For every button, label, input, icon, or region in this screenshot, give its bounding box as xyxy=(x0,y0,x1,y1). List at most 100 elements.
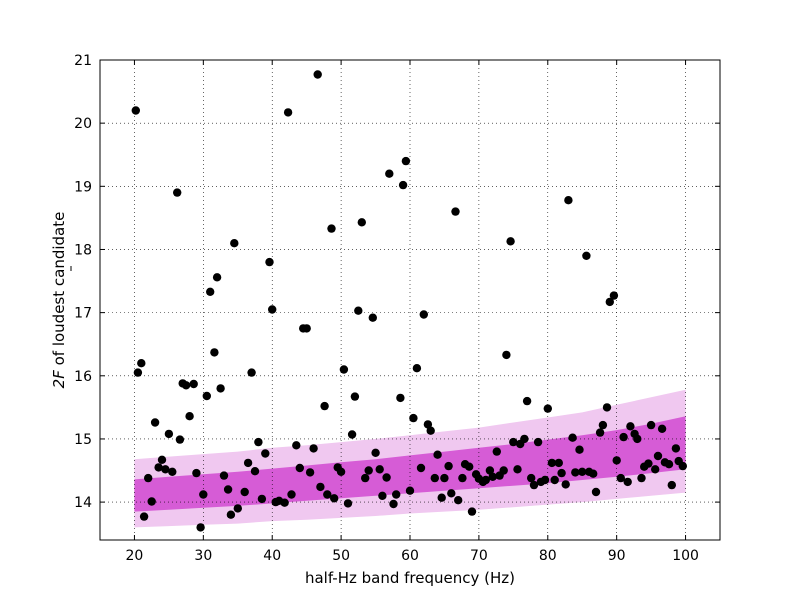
data-point xyxy=(619,432,628,442)
data-point xyxy=(409,413,418,423)
data-point xyxy=(268,305,277,314)
data-point xyxy=(147,497,156,506)
data-point xyxy=(189,379,198,389)
data-point xyxy=(230,239,239,248)
x-tick-label: 30 xyxy=(194,548,212,564)
data-point xyxy=(605,297,614,307)
data-point xyxy=(502,350,511,360)
data-point xyxy=(247,368,256,377)
data-point xyxy=(199,490,208,499)
data-point xyxy=(626,422,635,431)
data-point xyxy=(451,207,460,216)
data-point xyxy=(216,384,225,393)
data-point xyxy=(520,434,529,444)
data-point xyxy=(157,455,167,464)
data-point xyxy=(330,494,339,503)
data-point xyxy=(320,401,329,411)
data-point xyxy=(287,490,296,499)
data-point xyxy=(150,418,160,427)
y-tick-label: 18 xyxy=(74,242,92,258)
data-point xyxy=(313,70,322,79)
data-point xyxy=(430,473,439,483)
data-point xyxy=(646,420,656,430)
data-point xyxy=(575,445,584,454)
y-axis-label-symbol: 2F xyxy=(50,370,68,389)
data-point xyxy=(557,468,566,478)
data-point xyxy=(612,456,621,465)
data-point xyxy=(181,381,191,390)
data-point xyxy=(375,465,384,474)
data-point xyxy=(595,428,605,437)
data-point xyxy=(164,429,174,439)
data-point xyxy=(240,487,249,497)
data-point xyxy=(458,473,467,483)
data-point xyxy=(485,466,495,475)
data-point xyxy=(657,424,667,433)
data-point xyxy=(364,466,373,475)
data-point xyxy=(354,306,363,315)
data-point xyxy=(336,467,346,476)
data-point xyxy=(492,447,501,456)
data-point xyxy=(416,463,426,473)
data-point xyxy=(633,434,642,444)
data-point xyxy=(591,487,601,497)
data-point xyxy=(419,310,428,319)
data-point xyxy=(350,392,360,401)
data-point xyxy=(513,465,522,474)
x-tick-label: 50 xyxy=(332,548,350,564)
x-tick-label: 90 xyxy=(608,548,626,564)
data-point xyxy=(161,465,170,474)
y-tick-label: 15 xyxy=(74,432,92,448)
data-point xyxy=(302,324,311,333)
data-point xyxy=(571,468,580,477)
x-axis-label: half-Hz band frequency (Hz) xyxy=(305,569,515,587)
data-point xyxy=(233,504,242,513)
data-point xyxy=(550,475,559,485)
data-point xyxy=(202,391,211,401)
data-point xyxy=(305,468,315,477)
data-point xyxy=(561,480,570,489)
data-point xyxy=(323,490,332,499)
y-tick-label: 16 xyxy=(74,369,92,385)
data-point xyxy=(433,450,442,459)
data-point xyxy=(465,462,474,471)
data-point xyxy=(499,466,508,475)
data-point xyxy=(357,218,366,227)
data-point xyxy=(316,482,325,492)
data-point xyxy=(509,437,518,447)
x-tick-label: 60 xyxy=(401,548,419,564)
data-point xyxy=(589,469,598,478)
data-point xyxy=(447,489,456,498)
data-point xyxy=(533,437,543,447)
axis-ticks: 20 30 40 50 60 70 80 90 100 14 15 16 17 18 19 20 21 xyxy=(74,53,720,564)
y-tick-label: 21 xyxy=(74,53,92,69)
data-point xyxy=(637,473,646,483)
data-point xyxy=(543,404,552,413)
data-point xyxy=(382,473,391,482)
data-point xyxy=(385,169,394,178)
data-point xyxy=(396,393,405,403)
data-point xyxy=(250,467,260,476)
data-point xyxy=(343,499,353,508)
data-point xyxy=(426,426,435,435)
data-point xyxy=(361,473,370,483)
data-point xyxy=(295,463,304,473)
data-point xyxy=(454,496,463,505)
data-point xyxy=(173,188,182,197)
data-point xyxy=(392,490,401,499)
x-tick-label: 40 xyxy=(263,548,281,564)
y-tick-label: 17 xyxy=(74,306,92,322)
data-point xyxy=(522,396,532,406)
data-point xyxy=(602,403,612,412)
data-point xyxy=(144,473,153,483)
data-point xyxy=(175,435,185,444)
data-point xyxy=(582,251,591,260)
data-point xyxy=(347,430,357,439)
data-point xyxy=(527,473,536,483)
data-point xyxy=(261,449,270,458)
data-point xyxy=(219,471,229,480)
data-point xyxy=(644,459,653,468)
data-point xyxy=(440,473,449,483)
data-point xyxy=(210,348,219,357)
data-point xyxy=(554,458,563,468)
